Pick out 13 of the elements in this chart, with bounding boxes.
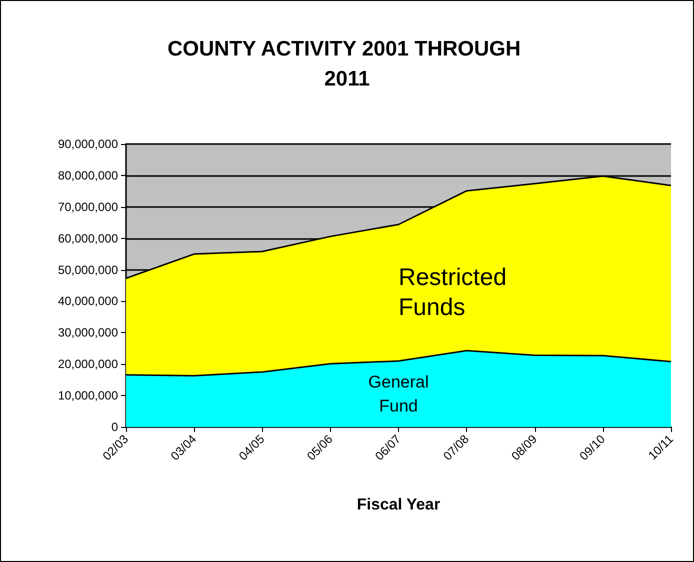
y-tick-label: 90,000,000 [58, 137, 118, 151]
y-tick-label: 70,000,000 [58, 200, 118, 214]
x-axis-title: Fiscal Year [356, 496, 440, 514]
y-tick-label: 20,000,000 [58, 357, 118, 372]
y-tick-label: 40,000,000 [58, 294, 118, 308]
y-tick-label: 60,000,000 [58, 231, 118, 246]
series-label: Restricted Funds [398, 264, 507, 322]
y-tick-label: 50,000,000 [58, 262, 118, 277]
y-tick-label: 0 [111, 420, 118, 434]
chart-title: COUNTY ACTIVITY 2001 THROUGH 2011 [167, 38, 527, 90]
y-tick-label: 80,000,000 [58, 168, 118, 182]
y-tick-label: 10,000,000 [58, 388, 118, 403]
y-tick-label: 30,000,000 [58, 326, 118, 340]
